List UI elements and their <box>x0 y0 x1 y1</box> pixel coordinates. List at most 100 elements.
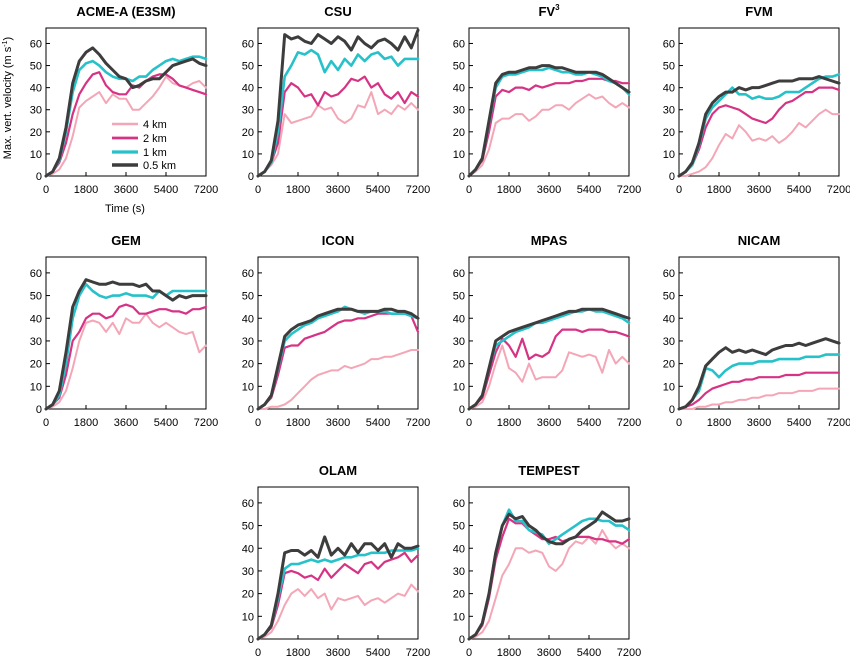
series-line-1-km <box>256 48 420 178</box>
y-tick-label: 30 <box>30 105 42 117</box>
y-tick-label: 50 <box>453 291 465 303</box>
x-tick-label: 3600 <box>747 417 771 429</box>
x-tick-label: 3600 <box>114 417 138 429</box>
y-tick-label: 50 <box>242 291 254 303</box>
x-tick-label: 7200 <box>617 417 641 429</box>
series-line-2-km <box>467 517 631 641</box>
series-line-2-km <box>256 312 420 411</box>
y-tick-label: 20 <box>30 127 42 139</box>
y-tick-label: 30 <box>453 105 465 117</box>
series-line-4-km <box>678 108 840 177</box>
series-line-2-km <box>467 328 631 411</box>
panel-title: ACME-A (E3SM) <box>76 4 175 19</box>
plot-frame <box>678 256 840 410</box>
y-tick-label: 10 <box>242 381 254 393</box>
panel-title-text: GEM <box>111 233 141 248</box>
series-line-1-km <box>256 546 420 641</box>
y-tick-label: 20 <box>453 589 465 601</box>
legend: 4 km 2 km 1 km0.5 km <box>112 119 176 172</box>
figure-ylabel-close: ) <box>2 37 14 41</box>
x-tick-label: 1800 <box>707 184 731 196</box>
y-tick-label: 40 <box>663 83 675 95</box>
x-tick-label: 1800 <box>286 184 310 196</box>
series-line-2-km <box>467 77 631 178</box>
x-tick-label: 1800 <box>497 417 521 429</box>
y-tick-label: 10 <box>453 381 465 393</box>
x-tick-label: 1800 <box>497 647 521 659</box>
panel-title-sup: 3 <box>555 3 560 12</box>
figure-ylabel-sup: -1 <box>2 40 9 46</box>
series-line-1-km <box>44 55 208 178</box>
panel-title-text: NICAM <box>738 233 781 248</box>
y-tick-label: 60 <box>453 268 465 280</box>
panel-title-text: MPAS <box>531 233 568 248</box>
y-tick-label: 10 <box>30 149 42 161</box>
panel-title: TEMPEST <box>518 463 579 478</box>
x-tick-label: 1800 <box>286 417 310 429</box>
x-tick-label: 0 <box>255 184 261 196</box>
series-line-0-5-km <box>44 278 208 411</box>
panel-title-text: ACME-A (E3SM) <box>76 4 175 19</box>
y-tick-label: 20 <box>453 127 465 139</box>
y-tick-label: 40 <box>453 83 465 95</box>
panel-csu: CSU 0 10 20 30 40 50 60 0 1800 3600 5400 7200 <box>242 4 430 196</box>
y-tick-label: 0 <box>459 634 465 646</box>
panel-title-text: OLAM <box>319 463 357 478</box>
series-line-4-km <box>468 529 630 640</box>
panel-title-text: ICON <box>322 233 355 248</box>
x-tick-label: 0 <box>255 417 261 429</box>
y-tick-label: 40 <box>30 313 42 325</box>
x-tick-label: 1800 <box>74 417 98 429</box>
x-tick-label: 5400 <box>787 184 811 196</box>
y-tick-label: 0 <box>248 404 254 416</box>
x-tick-label: 3600 <box>326 647 350 659</box>
legend-label-1-km: 1 km <box>143 147 167 159</box>
series-line-0-5-km <box>467 307 631 411</box>
y-tick-label: 0 <box>36 404 42 416</box>
series-line-2-km <box>677 371 841 411</box>
y-tick-label: 10 <box>453 149 465 161</box>
series-line-4-km <box>257 349 419 410</box>
panel-title: GEM <box>111 233 141 248</box>
x-tick-label: 7200 <box>406 417 430 429</box>
panel-title: CSU <box>324 4 351 19</box>
y-tick-label: 60 <box>242 38 254 50</box>
x-tick-label: 1800 <box>74 184 98 196</box>
panel-title: ICON <box>322 233 355 248</box>
series-line-0-5-km <box>467 64 631 178</box>
series-line-0-5-km <box>677 337 841 411</box>
y-tick-label: 40 <box>242 543 254 555</box>
y-tick-label: 30 <box>453 336 465 348</box>
x-tick-label: 7200 <box>827 184 850 196</box>
panel-title-text: CSU <box>324 4 351 19</box>
plot-frame <box>257 256 419 410</box>
panel-gem: GEM 0 10 20 30 40 50 60 0 1800 3600 5400 7200 <box>30 233 218 429</box>
y-tick-label: 20 <box>663 127 675 139</box>
y-tick-label: 20 <box>242 359 254 371</box>
y-tick-label: 0 <box>459 404 465 416</box>
x-tick-label: 0 <box>466 184 472 196</box>
series-line-0-5-km <box>256 28 420 178</box>
y-tick-label: 60 <box>242 268 254 280</box>
y-tick-label: 40 <box>663 313 675 325</box>
plot-frame <box>678 27 840 177</box>
y-tick-label: 10 <box>663 149 675 161</box>
x-tick-label: 5400 <box>366 647 390 659</box>
y-tick-label: 50 <box>242 521 254 533</box>
series-line-4-km <box>468 344 630 410</box>
y-tick-label: 0 <box>36 171 42 183</box>
panel-olam: OLAM 0 10 20 30 40 50 60 0 1800 3600 5400 7200 <box>242 463 430 659</box>
y-tick-label: 20 <box>663 359 675 371</box>
panel-title-text: TEMPEST <box>518 463 579 478</box>
x-tick-label: 7200 <box>194 417 218 429</box>
series-line-1-km <box>677 353 841 411</box>
y-tick-label: 50 <box>453 61 465 73</box>
y-tick-label: 0 <box>669 171 675 183</box>
x-tick-label: 1800 <box>286 647 310 659</box>
y-tick-label: 30 <box>242 105 254 117</box>
x-tick-label: 3600 <box>114 184 138 196</box>
y-tick-label: 50 <box>663 61 675 73</box>
x-tick-label: 7200 <box>406 184 430 196</box>
